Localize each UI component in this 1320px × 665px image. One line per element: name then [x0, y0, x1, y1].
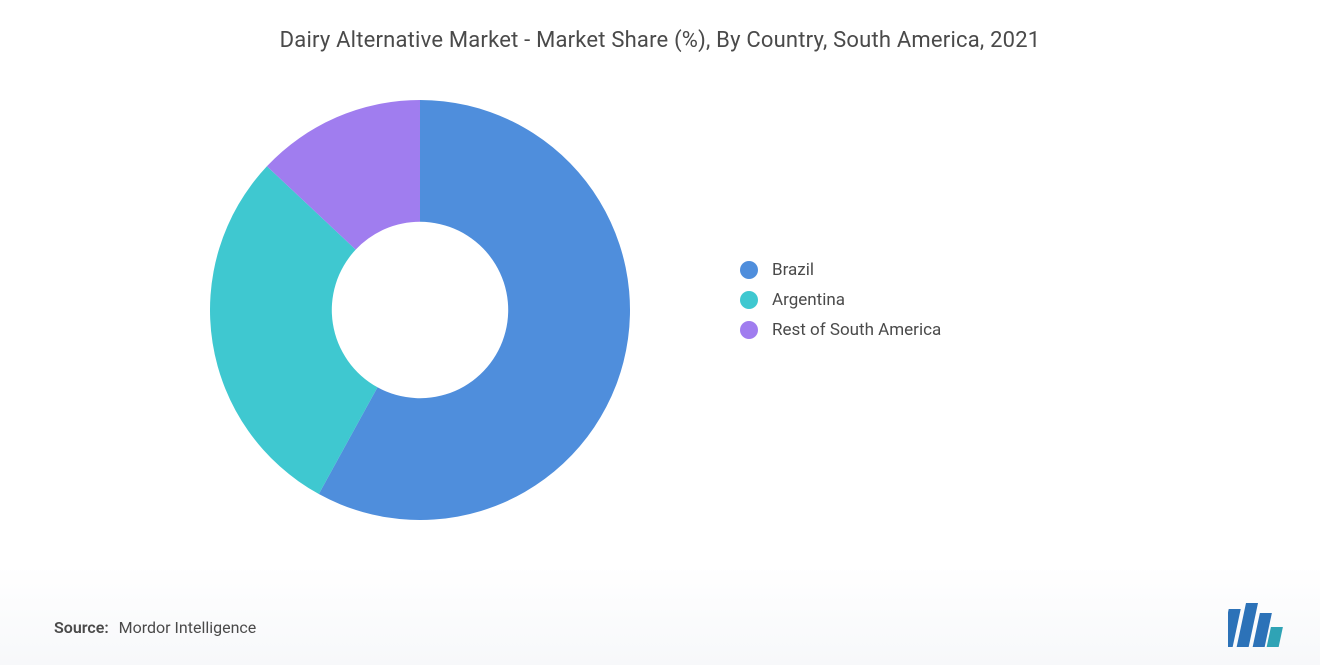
- source-line: Source: Mordor Intelligence: [54, 618, 256, 637]
- legend-item: Brazil: [740, 260, 941, 280]
- legend-swatch: [740, 291, 758, 309]
- donut-chart: [210, 100, 630, 520]
- legend-label: Argentina: [772, 290, 845, 310]
- legend-label: Rest of South America: [772, 320, 941, 340]
- chart-title: Dairy Alternative Market - Market Share …: [0, 28, 1320, 53]
- legend-label: Brazil: [772, 260, 814, 280]
- legend-swatch: [740, 261, 758, 279]
- legend-item: Argentina: [740, 290, 941, 310]
- brand-logo: [1228, 603, 1290, 647]
- source-value: Mordor Intelligence: [119, 618, 257, 637]
- legend-item: Rest of South America: [740, 320, 941, 340]
- legend-swatch: [740, 321, 758, 339]
- source-label: Source:: [54, 618, 109, 637]
- legend: Brazil Argentina Rest of South America: [740, 260, 941, 350]
- chart-container: Dairy Alternative Market - Market Share …: [0, 0, 1320, 665]
